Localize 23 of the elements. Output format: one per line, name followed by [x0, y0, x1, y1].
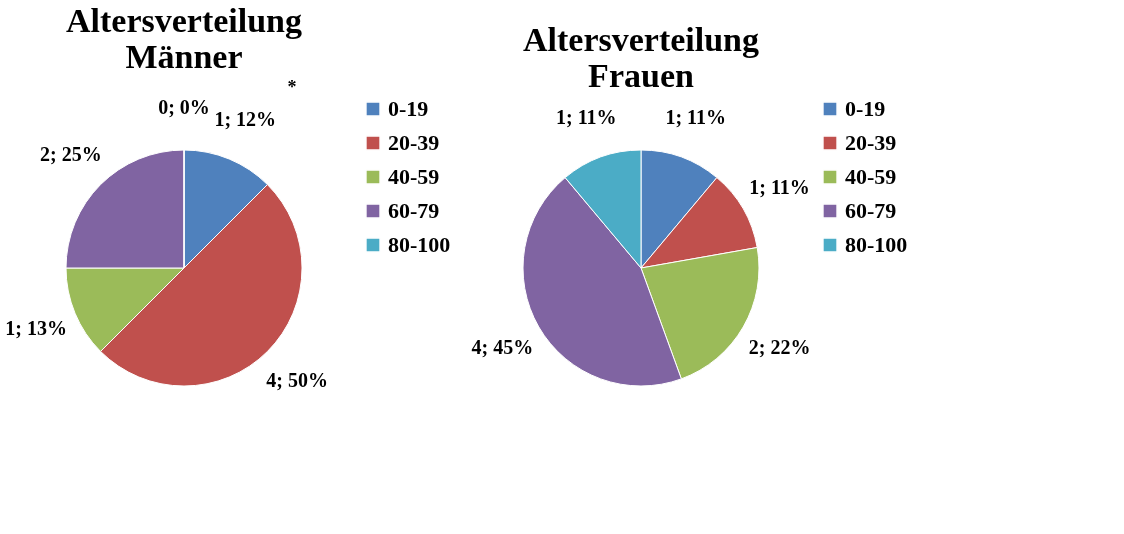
legend-label: 60-79 — [845, 198, 897, 223]
data-label: 2; 25% — [40, 142, 102, 165]
legend-label: 80-100 — [845, 232, 908, 257]
text: * — [287, 77, 297, 97]
legend-label: 60-79 — [388, 198, 440, 223]
legend-label: 40-59 — [388, 164, 440, 189]
legend-label: 0-19 — [845, 96, 886, 121]
legend-label: 20-39 — [845, 130, 897, 155]
data-label: 2; 22% — [748, 336, 811, 358]
chart-title: Altersverteilung Männer — [65, 2, 303, 75]
data-label: 4; 45% — [471, 336, 534, 358]
data-label: 1; 11% — [749, 176, 810, 198]
data-label: 1; 11% — [556, 105, 617, 128]
data-label: 1; 11% — [665, 105, 726, 128]
chart-title: Altersverteilung Frauen — [522, 21, 760, 94]
text: 0; 0% — [158, 96, 210, 118]
legend-label: 0-19 — [388, 96, 429, 121]
data-label: 1; 12% — [214, 108, 277, 131]
legend-label: 20-39 — [388, 130, 440, 155]
legend-label: 40-59 — [845, 164, 897, 189]
data-label: 4; 50% — [266, 369, 328, 392]
legend-label: 80-100 — [388, 232, 451, 257]
data-label: 1; 13% — [5, 317, 68, 340]
